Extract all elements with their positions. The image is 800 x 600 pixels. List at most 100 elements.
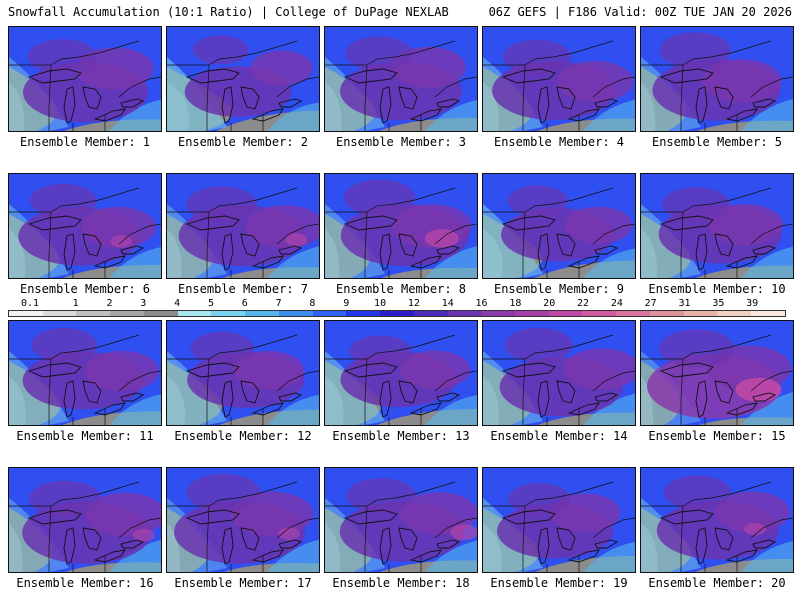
- colorbar-swatch: [548, 311, 583, 316]
- colorbar-swatch: [42, 311, 77, 316]
- colorbar-strip: [8, 310, 786, 317]
- ensemble-member-panel: Ensemble Member: 17: [166, 467, 320, 590]
- colorbar-swatch: [481, 311, 516, 316]
- ensemble-member-panel: Ensemble Member: 2: [166, 26, 320, 149]
- colorbar-tick-label: 7: [275, 298, 282, 309]
- snowfall-map: [8, 467, 162, 573]
- member-caption: Ensemble Member: 18: [332, 576, 470, 590]
- ensemble-member-panel: Ensemble Member: 3: [324, 26, 478, 149]
- member-caption: Ensemble Member: 6: [19, 282, 151, 296]
- snowfall-map: [166, 26, 320, 132]
- colorbar-tick-label: 10: [374, 298, 387, 309]
- colorbar-tick-label: 20: [543, 298, 556, 309]
- ensemble-member-panel: Ensemble Member: 20: [640, 467, 794, 590]
- colorbar-tick-label: 3: [140, 298, 147, 309]
- colorbar-tick-label: 16: [475, 298, 488, 309]
- snowfall-map: [324, 467, 478, 573]
- ensemble-member-panel: Ensemble Member: 1: [8, 26, 162, 149]
- colorbar-swatch: [312, 311, 347, 316]
- snowfall-map: [8, 173, 162, 279]
- colorbar-swatch: [9, 311, 43, 316]
- member-caption: Ensemble Member: 9: [493, 282, 625, 296]
- colorbar-swatch: [683, 311, 718, 316]
- chart-title: Snowfall Accumulation (10:1 Ratio) | Col…: [8, 5, 449, 19]
- ensemble-member-panel: Ensemble Member: 14: [482, 320, 636, 443]
- member-caption: Ensemble Member: 19: [490, 576, 628, 590]
- colorbar-swatch: [751, 311, 785, 316]
- member-caption: Ensemble Member: 10: [648, 282, 786, 296]
- colorbar-tick-label: 18: [509, 298, 522, 309]
- colorbar-tick-label: 2: [106, 298, 113, 309]
- snowfall-map: [640, 26, 794, 132]
- ensemble-member-panel: Ensemble Member: 19: [482, 467, 636, 590]
- member-caption: Ensemble Member: 14: [490, 429, 628, 443]
- member-caption: Ensemble Member: 17: [174, 576, 312, 590]
- ensemble-member-panel: Ensemble Member: 4: [482, 26, 636, 149]
- member-caption: Ensemble Member: 3: [335, 135, 467, 149]
- colorbar-swatch: [717, 311, 752, 316]
- colorbar-tick-label: 4: [174, 298, 181, 309]
- colorbar-tick-label: 35: [712, 298, 725, 309]
- snowfall-map: [482, 173, 636, 279]
- colorbar-tick-label: 5: [207, 298, 214, 309]
- snowfall-map: [640, 320, 794, 426]
- snowfall-map: [166, 173, 320, 279]
- colorbar-tick-label: 27: [644, 298, 657, 309]
- colorbar-swatch: [649, 311, 684, 316]
- ensemble-member-panel: Ensemble Member: 16: [8, 467, 162, 590]
- ensemble-member-panel: Ensemble Member: 18: [324, 467, 478, 590]
- colorbar-tick-label: 14: [441, 298, 454, 309]
- snowfall-map: [324, 173, 478, 279]
- colorbar-swatch: [616, 311, 650, 316]
- colorbar-tick-label: 9: [343, 298, 350, 309]
- colorbar-tick-label: 31: [678, 298, 691, 309]
- snowfall-map: [324, 320, 478, 426]
- colorbar-tick-label: 8: [309, 298, 316, 309]
- ensemble-member-panel: Ensemble Member: 13: [324, 320, 478, 443]
- member-caption: Ensemble Member: 7: [177, 282, 309, 296]
- member-caption: Ensemble Member: 16: [16, 576, 154, 590]
- colorbar-tick-label: 12: [407, 298, 420, 309]
- ensemble-member-panel: Ensemble Member: 8: [324, 173, 478, 296]
- member-caption: Ensemble Member: 13: [332, 429, 470, 443]
- colorbar-tick-label: 39: [746, 298, 759, 309]
- colorbar-swatch: [582, 311, 617, 316]
- colorbar-swatch: [110, 311, 144, 316]
- snowfall-map: [482, 320, 636, 426]
- colorbar-swatch: [380, 311, 414, 316]
- ensemble-member-panel: Ensemble Member: 9: [482, 173, 636, 296]
- member-caption: Ensemble Member: 5: [651, 135, 783, 149]
- member-caption: Ensemble Member: 1: [19, 135, 151, 149]
- run-valid-time: 06Z GEFS | F186 Valid: 00Z TUE JAN 20 20…: [488, 5, 792, 19]
- colorbar-legend: 0.1 1 2 3 4 5 6 7 8 9 10 12 14 16 18 20 22 24 27 31 35 39: [8, 298, 786, 318]
- colorbar-tick-label: 22: [577, 298, 590, 309]
- snowfall-map: [8, 320, 162, 426]
- ensemble-member-panel: Ensemble Member: 12: [166, 320, 320, 443]
- colorbar-swatch: [76, 311, 111, 316]
- colorbar-swatch: [211, 311, 246, 316]
- member-caption: Ensemble Member: 15: [648, 429, 786, 443]
- colorbar-swatch: [245, 311, 279, 316]
- member-caption: Ensemble Member: 11: [16, 429, 154, 443]
- snowfall-map: [640, 173, 794, 279]
- member-caption: Ensemble Member: 8: [335, 282, 467, 296]
- snowfall-map: [166, 467, 320, 573]
- colorbar-swatch: [177, 311, 212, 316]
- colorbar-tick-label: 0.1: [20, 298, 40, 309]
- colorbar-swatch: [143, 311, 178, 316]
- colorbar-tick-label: 1: [72, 298, 79, 309]
- ensemble-member-panel: Ensemble Member: 11: [8, 320, 162, 443]
- member-caption: Ensemble Member: 2: [177, 135, 309, 149]
- colorbar-tick-label: 24: [610, 298, 623, 309]
- snowfall-map: [8, 26, 162, 132]
- member-caption: Ensemble Member: 20: [648, 576, 786, 590]
- snowfall-map: [482, 26, 636, 132]
- ensemble-member-panel: Ensemble Member: 7: [166, 173, 320, 296]
- ensemble-member-panel: Ensemble Member: 10: [640, 173, 794, 296]
- snowfall-map: [640, 467, 794, 573]
- colorbar-swatch: [447, 311, 482, 316]
- snowfall-map: [166, 320, 320, 426]
- ensemble-member-panel: Ensemble Member: 6: [8, 173, 162, 296]
- member-caption: Ensemble Member: 12: [174, 429, 312, 443]
- ensemble-member-panel: Ensemble Member: 5: [640, 26, 794, 149]
